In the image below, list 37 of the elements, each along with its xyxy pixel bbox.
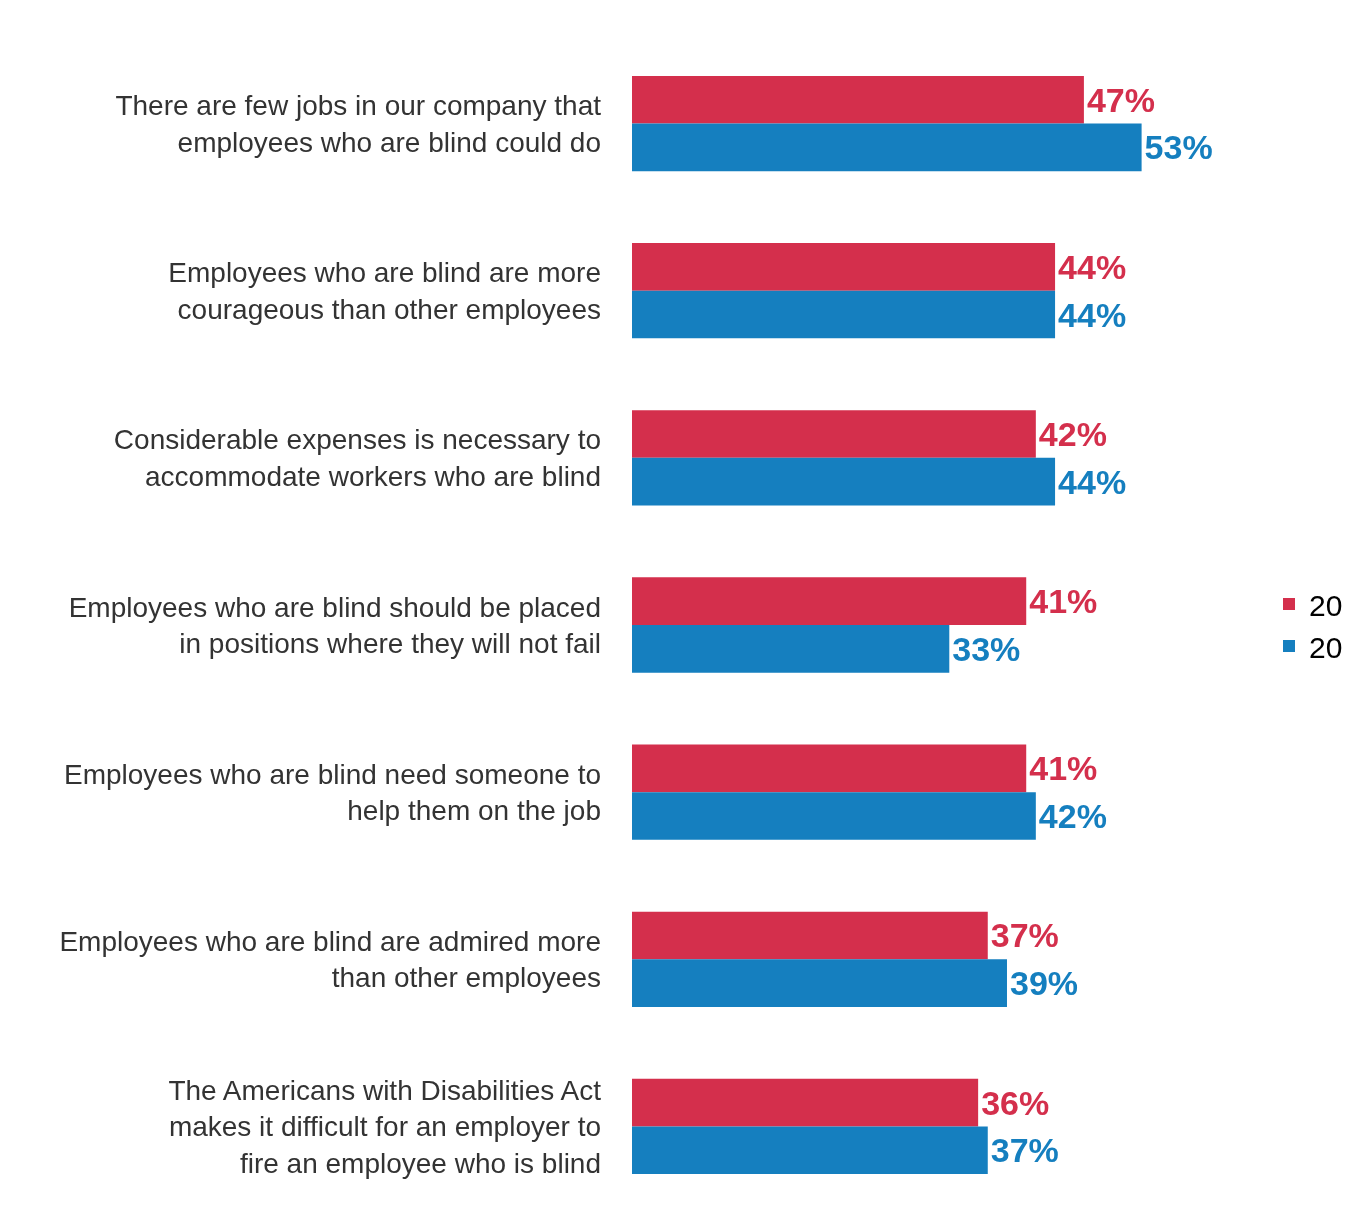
bar <box>632 410 1036 458</box>
y-tick-label: Employees who are blind are admired more than other employees <box>59 925 601 994</box>
y-tick-label: Employees who are blind should be placed in positions where they will not fail <box>68 591 601 659</box>
y-tick-label: Employees who are blind are more courageous than other employees <box>168 257 601 325</box>
data-label: 44% <box>1058 295 1127 334</box>
data-label: 44% <box>1058 247 1127 286</box>
data-label: 39% <box>1009 964 1079 1003</box>
bar <box>632 744 1027 793</box>
y-tick-label: Employees who are blind need someone to help them on the job <box>63 758 601 827</box>
bar <box>632 1126 988 1175</box>
y-tick-label: There are few jobs in our company that employees who are blind could do <box>115 90 602 158</box>
data-label: 47% <box>1086 80 1155 119</box>
bar <box>632 959 1007 1007</box>
bar <box>632 75 1084 124</box>
bar <box>632 123 1142 172</box>
bar <box>632 577 1027 625</box>
data-label: 53% <box>1144 128 1213 167</box>
data-label: 42% <box>1038 415 1107 454</box>
bar <box>632 792 1036 840</box>
data-label: 41% <box>1029 749 1098 788</box>
legend-label: 20 <box>1309 588 1343 622</box>
bar <box>632 457 1056 506</box>
data-label: 37% <box>990 1131 1059 1170</box>
bar <box>632 243 1056 291</box>
bar <box>632 290 1056 339</box>
bar <box>632 625 950 673</box>
data-label: 37% <box>990 916 1059 955</box>
data-label: 42% <box>1038 796 1107 835</box>
y-tick-label: Considerable expenses is necessary to accommodate workers who are blind <box>113 424 601 492</box>
data-label: 33% <box>952 629 1021 668</box>
bar <box>632 1078 979 1127</box>
data-label: 36% <box>981 1083 1050 1122</box>
legend-label: 20 <box>1309 630 1343 664</box>
y-tick-label: The Americans with Disabilities Act makes it difficult for an employer to fire an employee who is blind <box>168 1074 602 1179</box>
data-label: 44% <box>1058 462 1127 501</box>
bar <box>632 911 988 960</box>
data-label: 41% <box>1029 582 1098 621</box>
